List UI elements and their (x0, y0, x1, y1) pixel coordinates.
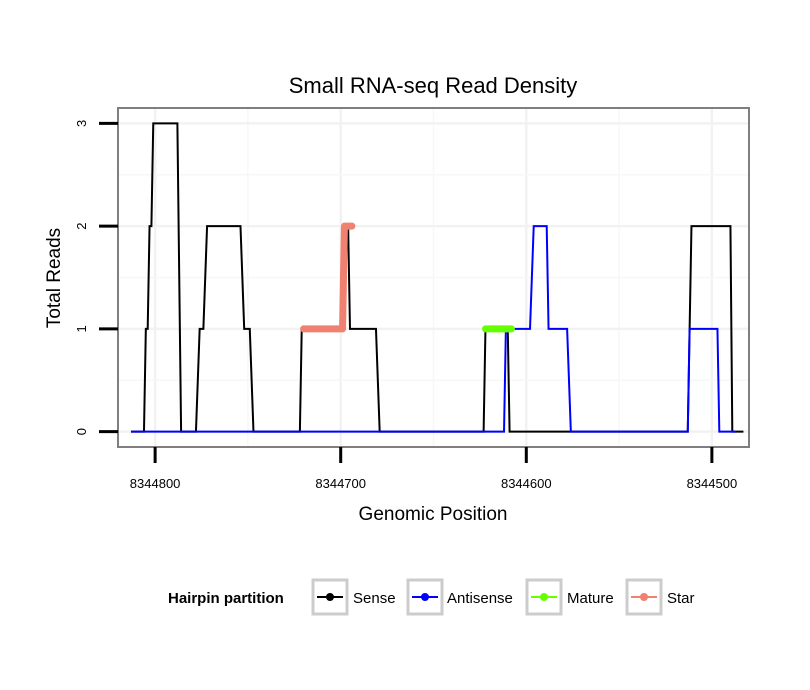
y-axis: 0 1 2 3 (74, 120, 118, 435)
legend: Hairpin partition Sense Antisense Mature St… (168, 578, 695, 616)
legend-label: Star (667, 590, 695, 607)
legend-item-sense: Sense (311, 578, 396, 616)
legend-key-point (540, 593, 548, 601)
x-tick-label: 8344600 (501, 476, 552, 491)
legend-key-point (640, 593, 648, 601)
y-tick-label: 2 (74, 223, 89, 230)
legend-label: Mature (567, 590, 614, 607)
y-axis-title: Total Reads (44, 228, 65, 328)
legend-item-antisense: Antisense (406, 578, 513, 616)
panel-border (117, 107, 750, 448)
series-layer (130, 122, 744, 433)
plot-panel (117, 107, 750, 448)
legend-label: Antisense (447, 590, 513, 607)
legend-title: Hairpin partition (168, 590, 284, 607)
y-tick-label: 0 (74, 428, 89, 435)
x-tick-label: 8344700 (315, 476, 366, 491)
chart-title: Small RNA-seq Read Density (289, 73, 578, 98)
x-axis: 8344800 8344700 8344600 8344500 (130, 447, 737, 491)
legend-label: Sense (353, 590, 396, 607)
x-tick-label: 8344500 (687, 476, 738, 491)
y-tick-label: 3 (74, 120, 89, 127)
series-line-star (300, 222, 356, 333)
legend-item-star: Star (625, 578, 695, 616)
y-tick-label: 1 (74, 325, 89, 332)
x-tick-label: 8344800 (130, 476, 181, 491)
legend-item-mature: Mature (525, 578, 614, 616)
legend-key-point (421, 593, 429, 601)
legend-key-point (326, 593, 334, 601)
x-axis-title: Genomic Position (359, 504, 508, 525)
